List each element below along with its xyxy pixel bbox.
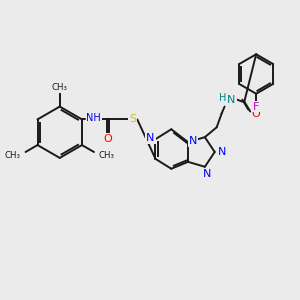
Text: NH: NH [86,113,101,123]
Text: O: O [252,110,260,119]
Text: N: N [189,136,197,146]
Text: N: N [218,147,226,157]
Text: CH₃: CH₃ [52,83,68,92]
Text: F: F [253,102,260,112]
Text: N: N [202,169,211,179]
Text: H: H [219,93,226,103]
Text: CH₃: CH₃ [99,152,115,160]
Text: N: N [146,133,155,143]
Text: N: N [227,95,236,105]
Text: CH₃: CH₃ [4,152,21,160]
Text: S: S [129,114,136,124]
Text: O: O [103,134,112,144]
